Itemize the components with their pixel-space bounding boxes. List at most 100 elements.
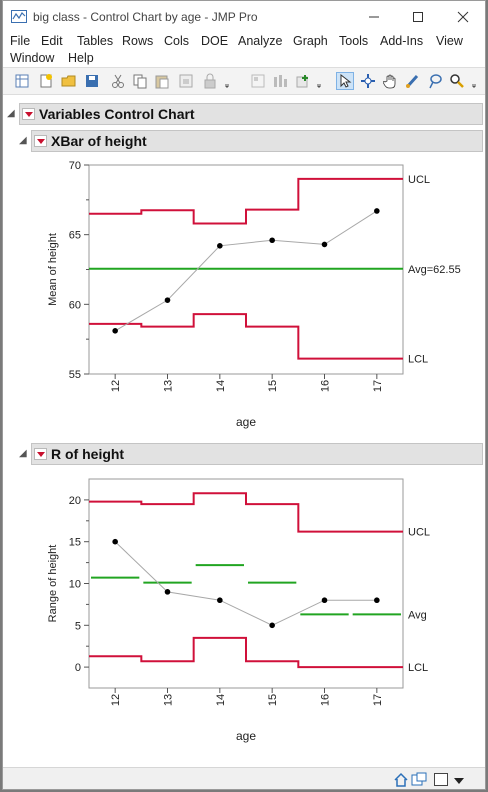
disclosure-icon[interactable]: ◢ — [7, 108, 15, 119]
xbar-section-header[interactable]: ◢ XBar of height — [19, 130, 483, 152]
xbar-section-title: XBar of height — [51, 133, 147, 149]
menu-tables[interactable]: Tables — [77, 34, 114, 48]
y-tick-label: 0 — [75, 662, 81, 674]
plot-frame — [88, 478, 404, 689]
ucl-label: UCL — [408, 174, 430, 186]
lasso-tool-icon[interactable] — [426, 72, 444, 90]
menu-tools[interactable]: Tools — [339, 34, 369, 48]
add-rows-icon[interactable] — [294, 72, 312, 90]
red-triangle-menu-icon[interactable] — [22, 108, 35, 120]
menu-help[interactable]: Help — [68, 51, 94, 65]
disclosure-icon[interactable]: ◢ — [19, 135, 27, 146]
data-point — [321, 241, 328, 248]
x-tick-label: 17 — [372, 380, 384, 392]
open-folder-icon[interactable] — [60, 72, 78, 90]
home-icon[interactable] — [393, 772, 409, 788]
close-button[interactable] — [440, 1, 485, 33]
toolbar-overflow-icon-2[interactable] — [314, 72, 324, 90]
x-tick-label: 12 — [110, 380, 122, 392]
arrow-tool-icon[interactable] — [336, 72, 354, 90]
menu-window[interactable]: Window — [10, 51, 55, 65]
xbar-control-chart: 55 60 65 70 12 13 14 15 16 17 Mean of height age UCL… — [47, 160, 461, 429]
lcl-label: LCL — [408, 662, 428, 674]
menu-cols[interactable]: Cols — [164, 34, 190, 48]
menu-doe[interactable]: DOE — [201, 34, 229, 48]
show-window-checkbox[interactable] — [434, 773, 448, 786]
cut-icon[interactable] — [109, 72, 127, 90]
report-content: ◢ Variables Control Chart ◢ XBar of heig… — [3, 95, 485, 767]
save-icon[interactable] — [83, 72, 101, 90]
y-tick-label: 55 — [69, 369, 81, 381]
r-section-header[interactable]: ◢ R of height — [19, 443, 483, 465]
paste-icon[interactable] — [153, 72, 171, 90]
y-tick-label: 70 — [69, 160, 81, 172]
title-bar: big class - Control Chart by age - JMP P… — [3, 1, 485, 33]
report-title: Variables Control Chart — [39, 106, 195, 122]
window-list-icon[interactable] — [411, 772, 427, 788]
toolbar-overflow-icon[interactable] — [222, 72, 232, 90]
x-tick-label: 15 — [267, 694, 279, 706]
menu-rows[interactable]: Rows — [122, 34, 154, 48]
maximize-icon — [413, 12, 423, 22]
menu-add-ins[interactable]: Add-Ins — [380, 34, 424, 48]
y-tick-label: 60 — [69, 299, 81, 311]
data-point — [374, 597, 380, 604]
y-axis-label: Mean of height — [47, 233, 59, 306]
x-axis-label: age — [236, 729, 256, 743]
jmp-app-icon — [11, 10, 27, 23]
disclosure-icon[interactable]: ◢ — [19, 448, 27, 459]
layout-icon[interactable] — [249, 72, 267, 90]
x-tick-label: 15 — [267, 380, 279, 392]
data-point — [374, 208, 380, 214]
crosshair-tool-icon[interactable] — [359, 72, 377, 90]
x-tick-label: 13 — [163, 694, 175, 706]
r-section-title: R of height — [51, 446, 125, 462]
new-script-icon[interactable] — [37, 72, 55, 90]
x-tick-label: 16 — [320, 380, 332, 392]
x-tick-label: 12 — [110, 694, 122, 706]
avg-label: Avg — [408, 609, 427, 621]
ucl-line — [89, 177, 403, 225]
menu-file[interactable]: File — [10, 34, 31, 48]
connect-line — [114, 541, 377, 626]
data-point — [217, 243, 223, 249]
dropdown-arrow-icon[interactable] — [453, 774, 465, 786]
lock-icon[interactable] — [201, 72, 219, 90]
brush-tool-icon[interactable] — [404, 72, 422, 90]
status-bar — [3, 767, 485, 789]
red-triangle-menu-icon[interactable] — [34, 448, 47, 460]
variables-control-chart-header[interactable]: ◢ Variables Control Chart — [7, 103, 483, 125]
window-title: big class - Control Chart by age - JMP P… — [33, 10, 258, 24]
lcl-line — [89, 636, 403, 669]
menu-edit[interactable]: Edit — [41, 34, 63, 48]
lcl-label: LCL — [408, 354, 428, 366]
ucl-line — [89, 492, 403, 533]
minimize-button[interactable] — [351, 1, 397, 33]
new-data-table-icon[interactable] — [13, 72, 31, 90]
red-triangle-menu-icon[interactable] — [34, 135, 47, 147]
menu-view[interactable]: View — [436, 34, 463, 48]
y-tick-label: 20 — [69, 495, 81, 507]
data-point — [269, 622, 275, 629]
data-point — [112, 328, 118, 334]
ucl-label: UCL — [408, 527, 430, 539]
maximize-button[interactable] — [395, 1, 441, 33]
toolbar-overflow-icon-3[interactable] — [469, 72, 479, 90]
x-tick-label: 16 — [320, 694, 332, 706]
columns-icon[interactable] — [271, 72, 289, 90]
menu-analyze[interactable]: Analyze — [238, 34, 283, 48]
r-control-chart: 0 5 10 15 20 12 13 14 15 16 17 Range of height age UC… — [47, 478, 430, 743]
y-tick-label: 5 — [75, 620, 81, 632]
x-tick-label: 14 — [215, 380, 227, 392]
magnifier-icon[interactable] — [448, 72, 466, 90]
minimize-icon — [369, 16, 379, 18]
avg-label: Avg=62.55 — [408, 264, 461, 276]
connect-line — [114, 210, 378, 332]
copy-icon[interactable] — [131, 72, 149, 90]
data-point — [164, 297, 171, 303]
x-axis-label: age — [236, 415, 256, 429]
journal-icon[interactable] — [177, 72, 195, 90]
grabber-hand-icon[interactable] — [382, 72, 400, 90]
menu-graph[interactable]: Graph — [293, 34, 328, 48]
